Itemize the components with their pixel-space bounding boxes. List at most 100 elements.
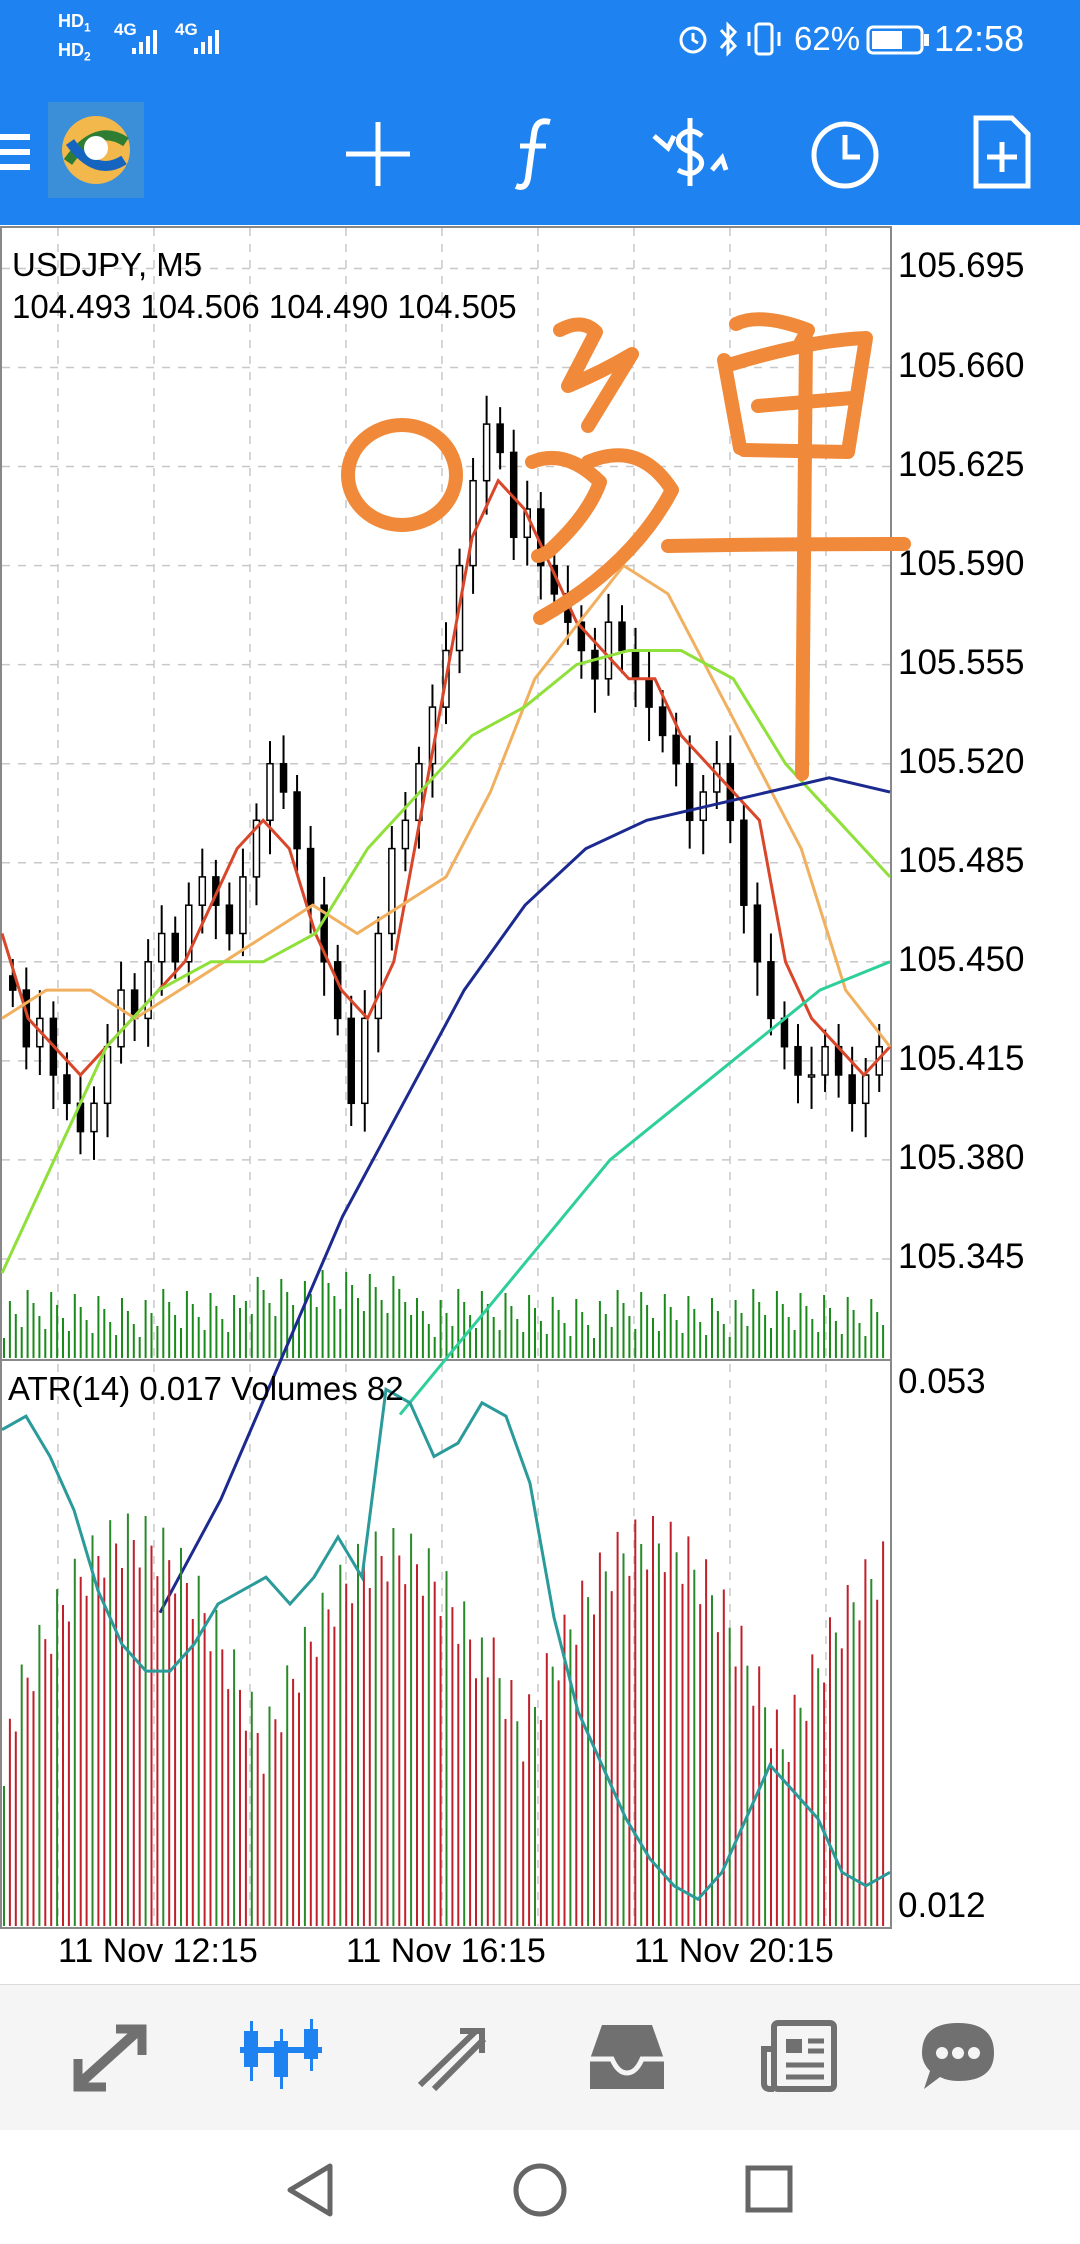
candle-body: [266, 762, 274, 822]
candle-body: [347, 1017, 355, 1105]
app-logo-icon[interactable]: [48, 102, 144, 198]
price-tick: 105.415: [898, 1038, 1025, 1078]
candle-body: [577, 621, 586, 652]
system-navigation: [0, 2130, 1080, 2244]
candle-body: [157, 932, 166, 963]
candle-body: [618, 621, 626, 652]
price-tick: 105.520: [898, 741, 1025, 781]
candle-body: [320, 904, 328, 963]
candle-body: [780, 1017, 789, 1048]
candle-body: [225, 904, 234, 935]
recents-icon[interactable]: [744, 2164, 794, 2214]
sma-mid-line: [0, 649, 892, 1274]
hd-sub: 1: [84, 20, 91, 35]
ema-mid-line: [1, 563, 892, 1048]
price-tick: 105.345: [898, 1236, 1025, 1276]
candle-body: [361, 1017, 369, 1105]
chart-area[interactable]: USDJPY, M5 104.493 104.506 104.490 104.5…: [0, 226, 1080, 1970]
candle-body: [685, 762, 694, 822]
sma-slow-line: [158, 776, 891, 1614]
menu-icon[interactable]: [0, 132, 32, 172]
news-icon[interactable]: [760, 2019, 838, 2093]
ohlc-values: 104.493 104.506 104.490 104.505: [12, 288, 517, 325]
clock-icon[interactable]: [810, 120, 880, 190]
candle-body: [63, 1074, 71, 1105]
candle-body: [740, 819, 748, 906]
signal-icon: [132, 30, 157, 54]
time-tick: 11 Nov 20:15: [634, 1932, 834, 1970]
price-tick: 105.660: [898, 345, 1025, 385]
network-4g-2: 4G: [175, 20, 198, 39]
vibrate-icon: [747, 22, 781, 56]
price-tick: 105.450: [898, 939, 1025, 979]
candle-body: [117, 989, 125, 1048]
candle-body: [821, 1045, 829, 1076]
chart-tab-icon[interactable]: [240, 2015, 322, 2093]
price-tick: 105.625: [898, 444, 1025, 484]
battery-icon: [866, 25, 929, 55]
clock-time: 12:58: [934, 18, 1025, 59]
crosshair-icon[interactable]: [344, 120, 412, 188]
candle-body: [90, 1102, 98, 1133]
candle-body: [848, 1074, 856, 1105]
time-tick: 11 Nov 16:15: [346, 1932, 546, 1970]
trade-icon[interactable]: [650, 114, 730, 190]
hd-sub: 2: [84, 49, 91, 64]
status-bar: HD1 HD2 4G 4G 62% 12:58: [0, 0, 1080, 80]
sma-slowest-line: [398, 960, 891, 1416]
candle-body: [279, 762, 288, 793]
price-tick: 105.695: [898, 246, 1025, 286]
quotes-icon[interactable]: [72, 2023, 148, 2093]
messages-icon[interactable]: [918, 2019, 998, 2093]
function-icon[interactable]: [510, 116, 560, 192]
time-tick: 11 Nov 12:15: [58, 1932, 258, 1970]
main-volume-bars: [3, 1270, 885, 1358]
candle-body: [753, 904, 762, 963]
candlesticks: [9, 395, 883, 1160]
candle-body: [239, 876, 247, 935]
handwritten-annotation: [341, 312, 911, 781]
sub-tick-top: 0.053: [898, 1362, 986, 1401]
candle-body: [469, 479, 477, 567]
candle-body: [306, 847, 315, 906]
new-chart-icon[interactable]: [972, 114, 1032, 190]
candle-body: [767, 961, 775, 1020]
candle-body: [401, 819, 410, 850]
atr-line: [1, 1387, 891, 1902]
price-tick: 105.485: [898, 840, 1025, 880]
bluetooth-icon: [719, 21, 738, 57]
candle-body: [333, 961, 342, 1020]
candle-body: [388, 847, 396, 935]
top-toolbar: [0, 80, 1080, 225]
back-icon[interactable]: [284, 2162, 336, 2218]
candle-body: [807, 1074, 816, 1078]
candle-body: [645, 678, 653, 708]
atr-volume-label: ATR(14) 0.017 Volumes 82: [8, 1370, 404, 1407]
candle-body: [658, 706, 667, 737]
trade-tab-icon[interactable]: [414, 2023, 490, 2093]
symbol-timeframe: USDJPY, M5: [12, 246, 203, 283]
price-chart[interactable]: [0, 226, 1080, 1930]
candle-body: [631, 649, 640, 680]
hd-label: HD: [58, 39, 84, 60]
sim-indicator: HD1 HD2: [58, 10, 91, 67]
candle-body: [198, 876, 207, 906]
network-4g-1: 4G: [114, 20, 137, 39]
price-tick: 105.380: [898, 1137, 1025, 1177]
hd-label: HD: [58, 11, 84, 31]
candle-body: [374, 932, 383, 1020]
sub-tick-bottom: 0.012: [898, 1886, 986, 1925]
candle-body: [794, 1045, 802, 1076]
moving-averages: [0, 478, 892, 1614]
candle-body: [482, 423, 491, 482]
candle-body: [252, 819, 261, 878]
history-icon[interactable]: [588, 2021, 666, 2093]
candle-body: [591, 649, 599, 680]
battery-percent: 62%: [794, 20, 861, 57]
atr-volume-pane: [1, 1387, 891, 1926]
price-tick: 105.590: [898, 543, 1025, 583]
candle-body: [293, 791, 301, 850]
candle-body: [144, 961, 152, 1020]
home-icon[interactable]: [512, 2162, 568, 2218]
candle-body: [103, 1045, 112, 1105]
